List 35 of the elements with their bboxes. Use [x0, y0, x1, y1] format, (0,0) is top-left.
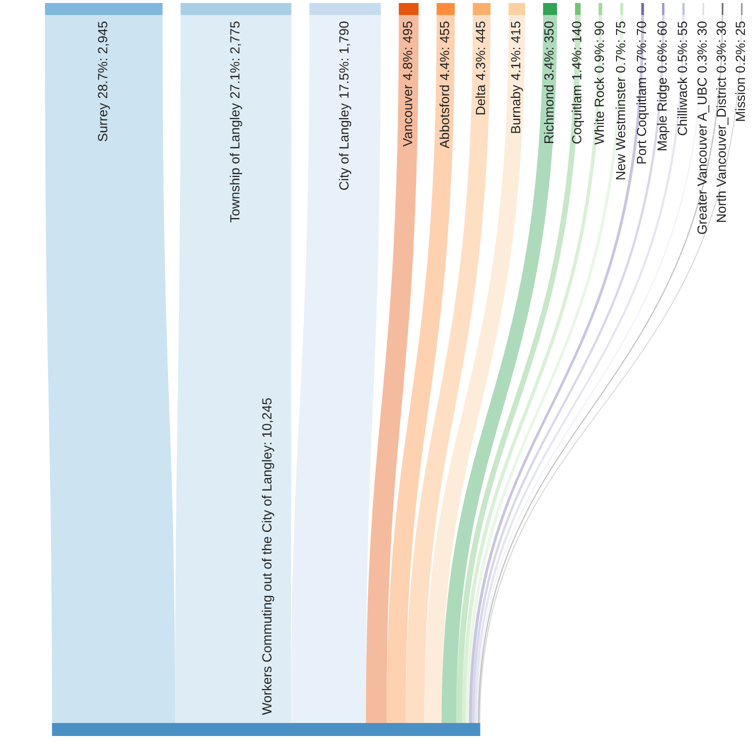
- category-label: Coquitlam: [572, 86, 584, 144]
- data-label: 0.7%: 70: [636, 22, 646, 73]
- data-label: 3.4%: 350: [544, 22, 554, 80]
- data-label: 0.3%: 30: [697, 22, 707, 73]
- category-label: Maple Ridge: [657, 78, 670, 150]
- data-label: 0.6%: 60: [657, 22, 667, 73]
- category-label: New Westminster: [616, 77, 626, 180]
- category-label: Township of Langley: [230, 103, 242, 222]
- category-label: Port Coquitlam: [636, 78, 649, 164]
- category-label: White Rock: [594, 77, 604, 145]
- category-label: City of Langley: [338, 103, 352, 190]
- data-label: 17.5%: 1,790: [339, 22, 350, 98]
- data-label: 0.7%: 75: [616, 22, 626, 73]
- data-label: 4.1%: 415: [511, 22, 520, 80]
- data-label: 27.1%: 2,775: [230, 22, 242, 98]
- data-label: 0.5%: 55: [678, 22, 688, 73]
- category-label: Vancouver: [403, 84, 412, 147]
- category-label: Richmond: [544, 85, 554, 143]
- category-label: Burnaby: [510, 84, 523, 133]
- category-label: Abbotsford: [440, 85, 450, 148]
- category-label: Mission: [735, 78, 746, 121]
- data-label: 4.3%: 445: [476, 22, 486, 80]
- category-label: Greater Vancouver A_UBC: [697, 78, 710, 234]
- category-label: Chilliwack: [677, 77, 688, 136]
- data-label: 0.2%: 25: [736, 22, 746, 73]
- category-label: Delta: [475, 84, 486, 114]
- data-label: 1.4%: 140: [572, 22, 582, 80]
- category-label: Surrey: [98, 103, 110, 142]
- data-label: 4.4%: 455: [440, 22, 450, 80]
- text: Workers Commuting out of the City of Langley: 10,245: [262, 398, 274, 715]
- data-label: 28.7%: 2,945: [98, 22, 109, 98]
- data-label: 4.8%: 495: [402, 22, 412, 80]
- data-label: 0.3%: 30: [716, 22, 726, 73]
- category-label: North Vancouver_District: [716, 77, 728, 222]
- data-label: 0.9%: 90: [594, 22, 604, 73]
